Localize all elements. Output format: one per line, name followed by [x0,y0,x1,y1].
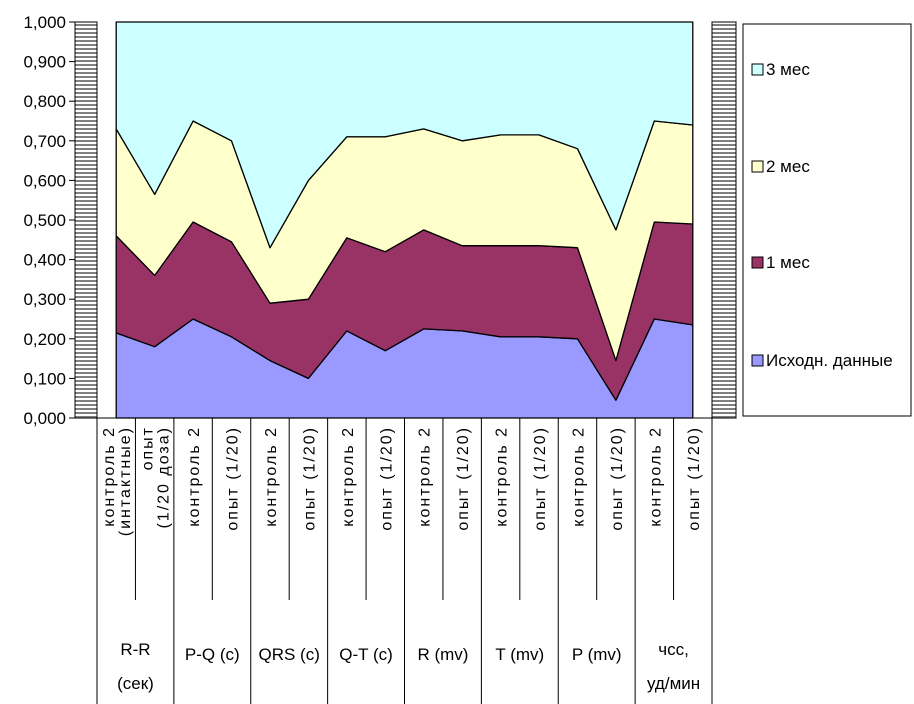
x-group-label-line: QRS (c) [258,645,319,664]
x-group-label: R-R (сек) [117,640,154,693]
x-group-label-line: R (mv) [417,645,468,664]
right-wall [711,21,737,419]
legend-label: 1 мес [766,253,810,272]
x-category-label-line: контроль 2 [101,426,118,527]
x-category-label-line: опыт [140,426,157,470]
legend-swatch [751,256,764,269]
x-group-label: T (mv) [495,645,544,664]
x-category-label: опыт (1/20 доза) [140,426,173,529]
x-category-label-line: контроль 2 [647,426,664,527]
x-category-label-line: (интактные) [117,426,134,536]
x-category-label: контроль 2 (интактные) [101,426,134,536]
legend-swatch [751,63,764,76]
x-category-label: контроль 2 [570,426,587,527]
x-group-label: чсс, уд/мин [647,640,700,693]
x-group-label-line: чсс, [658,640,689,659]
x-category-label-line: контроль 2 [340,426,357,527]
y-tick-label: 1,000 [23,13,66,32]
x-category-label: контроль 2 [263,426,280,527]
x-category-label: контроль 2 [647,426,664,527]
left-wall [74,21,98,419]
x-category-label-line: контроль 2 [494,426,511,527]
x-category-label-line: контроль 2 [263,426,280,527]
legend-box [742,23,912,417]
x-category-label-line: контроль 2 [186,426,203,527]
x-group-label-line: R-R [120,640,150,659]
x-category-label: опыт (1/20) [225,426,242,531]
x-axis-category-table: контроль 2 (интактные) опыт (1/20 доза) конт… [75,417,736,704]
x-group-label: P-Q (c) [185,645,240,664]
area-3 мес [115,21,694,249]
y-tick-label: 0,600 [23,171,66,190]
x-category-label-line: контроль 2 [570,426,587,527]
x-category-label: опыт (1/20) [532,426,549,531]
x-group-label-line: T (mv) [495,645,544,664]
y-tick-label: 0,500 [23,211,66,230]
legend: 3 мес 2 мес 1 мес Исходн. данные [742,23,912,417]
legend-swatch [751,160,764,173]
legend-label: 3 мес [766,60,810,79]
legend-label: Исходн. данные [766,351,893,370]
x-group-label-line: уд/мин [647,674,700,693]
x-group-label: P (mv) [572,645,622,664]
y-tick-label: 0,900 [23,53,66,72]
chart-side-walls [74,21,737,419]
x-category-label: опыт (1/20) [686,426,703,531]
x-group-label: Q-T (c) [339,645,393,664]
y-axis: 0,000 0,100 0,200 0,300 0,400 0,500 0,600 0,700… [23,13,76,428]
x-group-label: R (mv) [417,645,468,664]
y-tick-label: 0,100 [23,369,66,388]
x-group-label-line: P-Q (c) [185,645,240,664]
x-group-label-line: (сек) [117,674,154,693]
x-category-label: опыт (1/20) [378,426,395,531]
x-group-label: QRS (c) [258,645,319,664]
x-category-label-line: опыт (1/20) [378,426,395,531]
x-category-label: опыт (1/20) [609,426,626,531]
x-category-label-line: опыт (1/20) [455,426,472,531]
y-tick-label: 0,400 [23,251,66,270]
x-category-label-line: (1/20 доза) [156,426,173,529]
x-category-label: контроль 2 [494,426,511,527]
y-tick-label: 0,200 [23,330,66,349]
x-category-label-line: опыт (1/20) [532,426,549,531]
x-category-label: контроль 2 [340,426,357,527]
x-group-label-line: P (mv) [572,645,622,664]
x-category-label-line: опыт (1/20) [609,426,626,531]
x-category-label: контроль 2 [186,426,203,527]
y-tick-label: 0,300 [23,290,66,309]
x-category-label-line: опыт (1/20) [225,426,242,531]
y-tick-label: 0,000 [23,409,66,428]
x-group-label-line: Q-T (c) [339,645,393,664]
x-category-label: опыт (1/20) [455,426,472,531]
y-tick-label: 0,800 [23,92,66,111]
area-series [115,21,694,419]
x-category-label-line: опыт (1/20) [301,426,318,531]
x-category-label: контроль 2 [417,426,434,527]
x-category-label: опыт (1/20) [301,426,318,531]
x-category-label-line: опыт (1/20) [686,426,703,531]
y-tick-label: 0,700 [23,132,66,151]
x-category-label-line: контроль 2 [417,426,434,527]
legend-label: 2 мес [766,157,810,176]
legend-swatch [751,354,764,367]
